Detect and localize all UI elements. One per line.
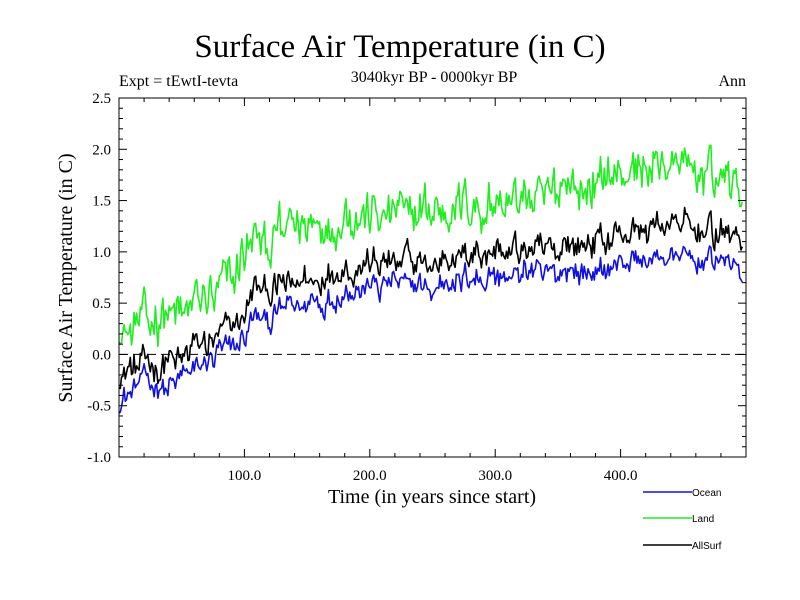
y-tick-label: -1.0 [87, 450, 111, 466]
legend-label-land: Land [692, 514, 714, 525]
season-label: Ann [718, 73, 746, 90]
y-tick-label: 2.5 [92, 91, 111, 107]
y-axis-label: Surface Air Temperature (in C) [55, 153, 77, 402]
series-line-allsurf [118, 206, 743, 390]
y-axis-ticks [119, 107, 746, 448]
legend-label-ocean: Ocean [692, 488, 721, 499]
x-tick-label: 300.0 [478, 468, 512, 484]
experiment-label: Expt = tEwtI-tevta [119, 73, 238, 90]
y-tick-label: -0.5 [87, 399, 111, 415]
chart-title: Surface Air Temperature (in C) [194, 29, 605, 65]
x-axis-tick-labels: 100.0 200.0 300.0 400.0 [228, 468, 638, 484]
legend: Ocean Land AllSurf [643, 488, 722, 552]
legend-label-allsurf: AllSurf [692, 541, 722, 552]
x-axis-label: Time (in years since start) [328, 486, 536, 508]
y-tick-label: 1.5 [92, 194, 111, 210]
series-line-land [118, 144, 743, 348]
y-axis-tick-labels: -1.0 -0.5 0.0 0.5 1.0 1.5 2.0 2.5 [87, 91, 111, 466]
y-tick-label: 0.5 [92, 296, 111, 312]
x-tick-label: 200.0 [353, 468, 387, 484]
y-tick-label: 2.0 [92, 142, 111, 158]
series-line-ocean [118, 245, 743, 414]
x-axis-ticks [143, 98, 722, 457]
x-tick-label: 400.0 [604, 468, 638, 484]
y-tick-label: 0.0 [92, 347, 111, 363]
series-layer [118, 144, 743, 414]
y-tick-label: 1.0 [92, 245, 111, 261]
x-tick-label: 100.0 [228, 468, 262, 484]
plot-frame [118, 97, 747, 458]
chart-subtitle: 3040kyr BP - 0000kyr BP [351, 69, 518, 86]
